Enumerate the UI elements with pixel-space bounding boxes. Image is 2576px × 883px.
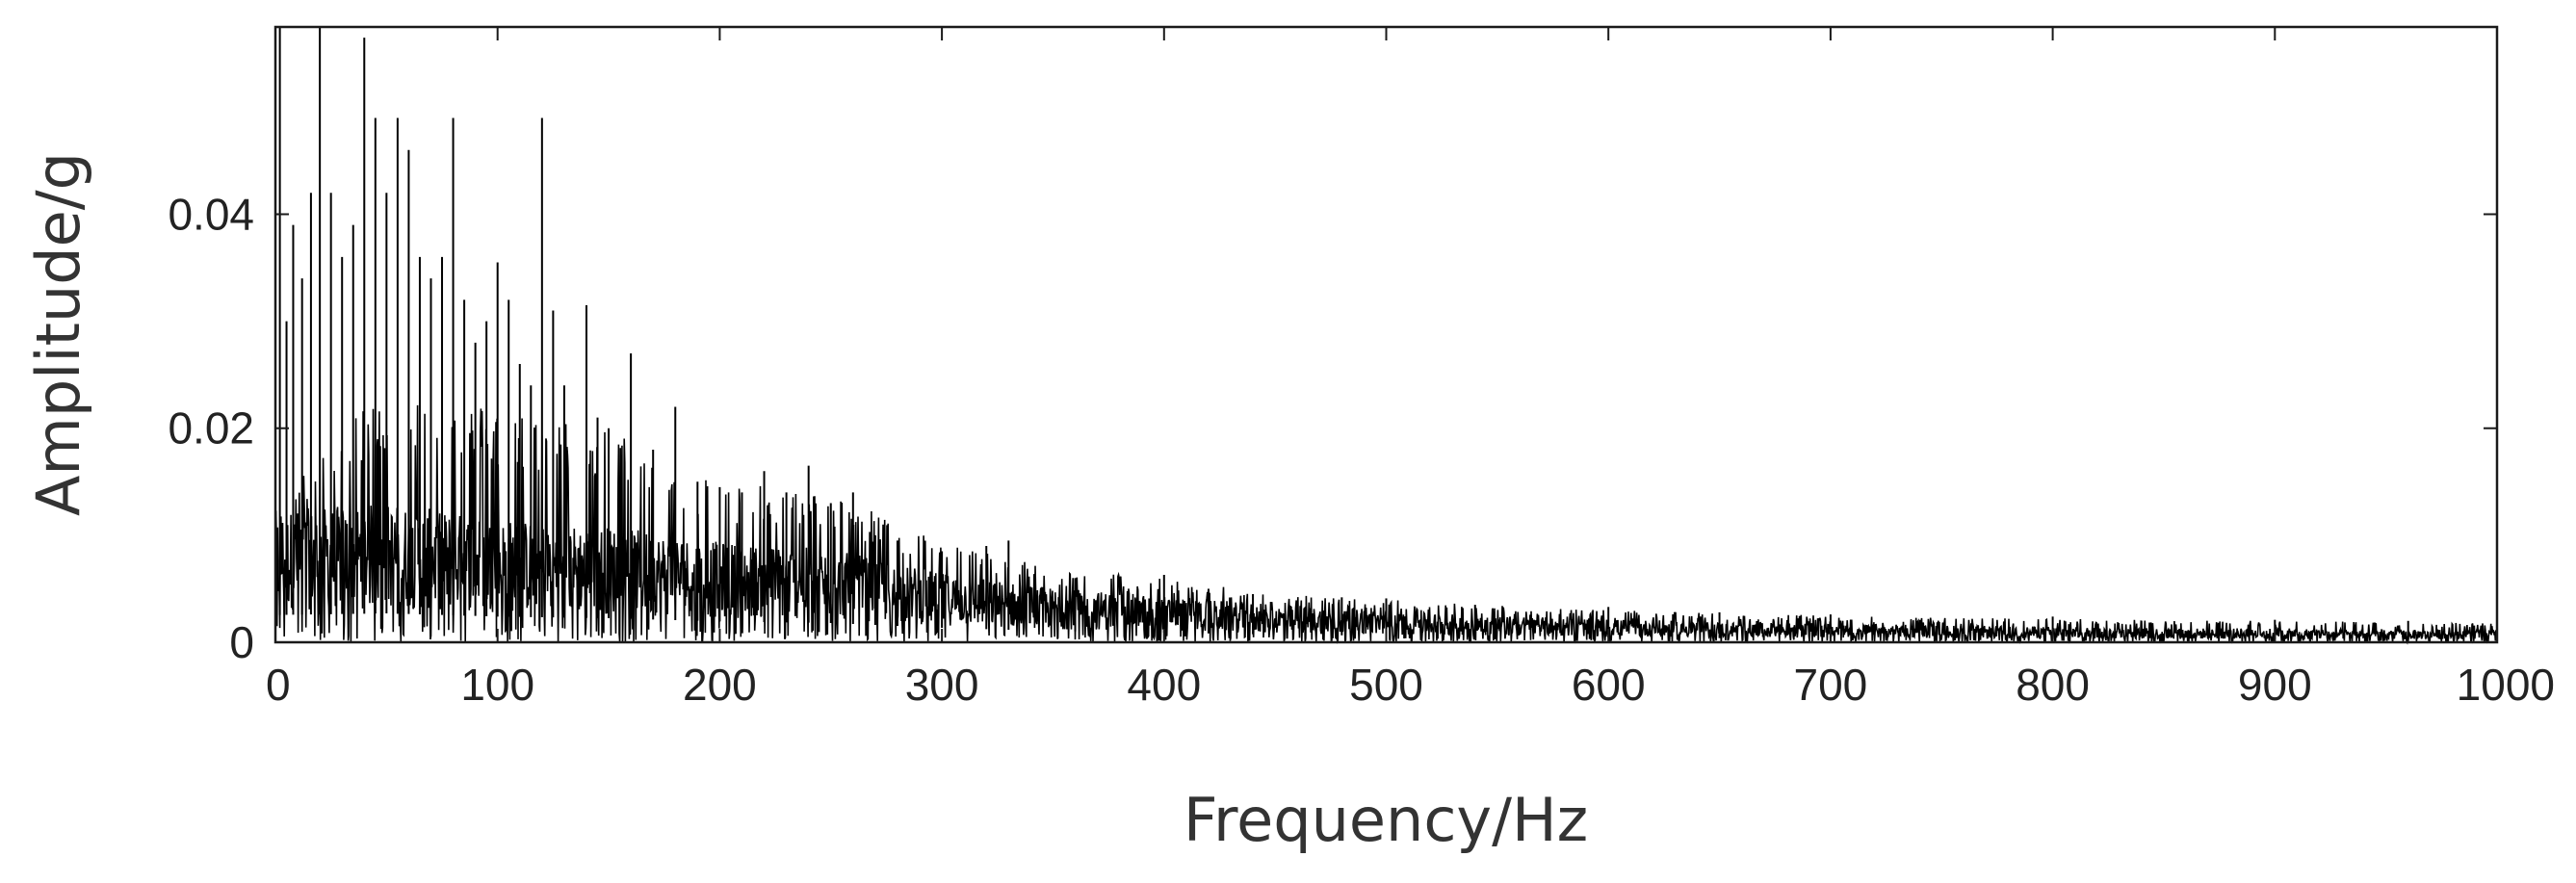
y-axis-ticks: 0 0.02 0.04 bbox=[168, 189, 2497, 667]
x-tick-label: 200 bbox=[683, 660, 757, 710]
x-tick-label: 600 bbox=[1572, 660, 1646, 710]
x-axis-label: Frequency/Hz bbox=[1184, 785, 1588, 855]
x-tick-label: 700 bbox=[1794, 660, 1868, 710]
x-tick-label: 1000 bbox=[2457, 660, 2555, 710]
y-tick-label: 0 bbox=[229, 617, 254, 667]
spectrum-peaks bbox=[278, 27, 2409, 640]
y-tick-label: 0.02 bbox=[168, 403, 254, 454]
y-axis-label: Amplitude/g bbox=[23, 152, 93, 516]
x-tick-label: 400 bbox=[1127, 660, 1201, 710]
x-tick-label: 500 bbox=[1349, 660, 1423, 710]
x-tick-label: 800 bbox=[2016, 660, 2090, 710]
x-axis-ticks: 0 100 200 300 400 500 600 700 800 900 1000 bbox=[266, 27, 2555, 710]
x-tick-label: 100 bbox=[460, 660, 534, 710]
x-tick-label: 300 bbox=[905, 660, 979, 710]
y-tick-label: 0.04 bbox=[168, 189, 254, 239]
x-tick-label: 900 bbox=[2238, 660, 2312, 710]
x-tick-label: 0 bbox=[266, 660, 291, 710]
